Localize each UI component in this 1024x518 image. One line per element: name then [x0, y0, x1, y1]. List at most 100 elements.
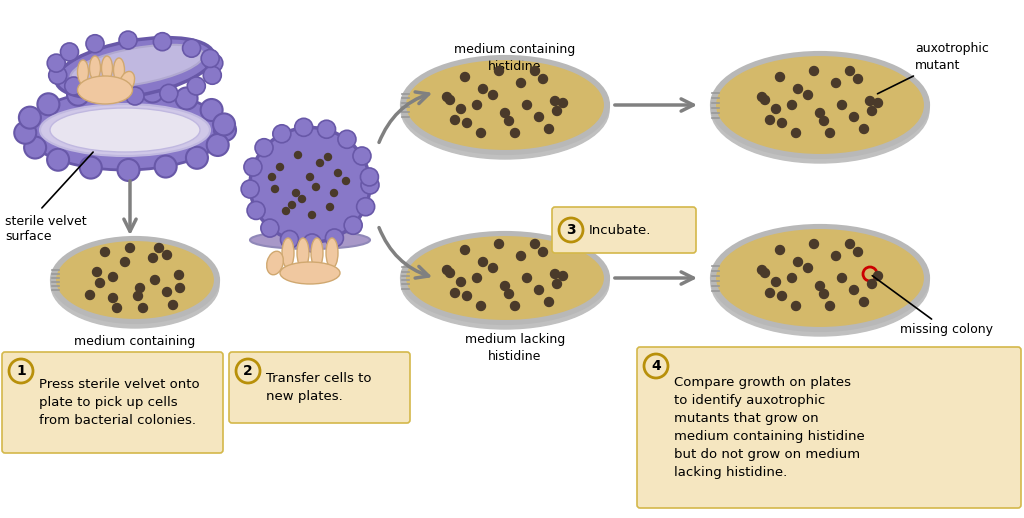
Ellipse shape: [297, 238, 309, 268]
Circle shape: [272, 125, 291, 143]
Ellipse shape: [401, 61, 609, 159]
Circle shape: [867, 280, 877, 289]
Circle shape: [92, 84, 111, 103]
Text: 2: 2: [243, 364, 253, 378]
Circle shape: [276, 164, 284, 170]
Circle shape: [271, 185, 279, 193]
Circle shape: [846, 239, 854, 249]
Circle shape: [530, 66, 540, 76]
Circle shape: [175, 88, 198, 109]
Circle shape: [186, 147, 208, 169]
Circle shape: [777, 119, 786, 127]
Circle shape: [204, 66, 221, 84]
Text: Press sterile velvet onto
plate to pick up cells
from bacterial colonies.: Press sterile velvet onto plate to pick …: [39, 378, 200, 427]
Ellipse shape: [282, 238, 294, 268]
Circle shape: [109, 294, 118, 303]
FancyBboxPatch shape: [229, 352, 410, 423]
Circle shape: [853, 248, 862, 256]
Ellipse shape: [71, 45, 204, 87]
Circle shape: [207, 134, 228, 156]
Circle shape: [775, 73, 784, 81]
Circle shape: [148, 253, 158, 263]
Circle shape: [60, 43, 79, 61]
Circle shape: [331, 190, 338, 196]
Ellipse shape: [715, 228, 925, 328]
Circle shape: [86, 35, 104, 53]
Circle shape: [361, 176, 379, 194]
Circle shape: [558, 98, 567, 108]
Circle shape: [25, 137, 46, 159]
Circle shape: [80, 156, 101, 179]
Circle shape: [804, 264, 812, 272]
Ellipse shape: [114, 58, 125, 82]
Ellipse shape: [711, 57, 929, 163]
Ellipse shape: [401, 237, 609, 329]
Circle shape: [201, 49, 219, 67]
Circle shape: [516, 79, 525, 88]
Circle shape: [175, 283, 184, 293]
Circle shape: [289, 202, 296, 209]
Circle shape: [461, 246, 469, 254]
Circle shape: [505, 117, 513, 125]
Circle shape: [516, 252, 525, 261]
Circle shape: [295, 118, 312, 136]
Circle shape: [126, 243, 134, 252]
Circle shape: [476, 128, 485, 137]
Circle shape: [511, 128, 519, 137]
Ellipse shape: [40, 104, 210, 156]
Circle shape: [501, 108, 510, 118]
Circle shape: [810, 239, 818, 249]
FancyBboxPatch shape: [552, 207, 696, 253]
Circle shape: [476, 301, 485, 310]
Circle shape: [539, 75, 548, 83]
Circle shape: [182, 39, 201, 57]
Circle shape: [155, 243, 164, 252]
Circle shape: [353, 147, 371, 165]
Circle shape: [451, 289, 460, 297]
Circle shape: [472, 100, 481, 109]
Circle shape: [100, 248, 110, 256]
Circle shape: [141, 81, 164, 103]
FancyBboxPatch shape: [637, 347, 1021, 508]
Circle shape: [794, 257, 803, 266]
Circle shape: [326, 229, 343, 247]
Circle shape: [530, 239, 540, 249]
Circle shape: [14, 122, 36, 144]
Circle shape: [155, 155, 177, 178]
Circle shape: [463, 292, 471, 300]
Circle shape: [777, 292, 786, 300]
Ellipse shape: [50, 108, 200, 152]
Circle shape: [451, 116, 460, 124]
Circle shape: [859, 297, 868, 307]
Circle shape: [169, 300, 177, 309]
Circle shape: [67, 84, 89, 106]
Circle shape: [463, 119, 471, 127]
Text: Incubate.: Incubate.: [589, 223, 651, 237]
Circle shape: [47, 54, 66, 72]
Circle shape: [792, 128, 801, 137]
Circle shape: [457, 105, 466, 113]
Circle shape: [335, 169, 341, 177]
Circle shape: [299, 195, 305, 203]
Circle shape: [244, 158, 262, 176]
Circle shape: [819, 117, 828, 125]
Circle shape: [65, 77, 83, 95]
Ellipse shape: [51, 242, 219, 328]
Circle shape: [49, 66, 67, 84]
Circle shape: [545, 297, 554, 307]
Circle shape: [825, 128, 835, 137]
Circle shape: [103, 79, 126, 101]
Ellipse shape: [250, 231, 370, 249]
Circle shape: [9, 359, 33, 383]
Circle shape: [539, 248, 548, 256]
Circle shape: [804, 91, 812, 99]
Circle shape: [442, 93, 452, 102]
Circle shape: [766, 116, 774, 124]
Circle shape: [559, 218, 583, 242]
Ellipse shape: [78, 76, 132, 104]
Circle shape: [261, 219, 279, 237]
Circle shape: [312, 183, 319, 191]
Text: medium containing
histidine: medium containing histidine: [455, 43, 575, 73]
Circle shape: [792, 301, 801, 310]
Circle shape: [511, 301, 519, 310]
